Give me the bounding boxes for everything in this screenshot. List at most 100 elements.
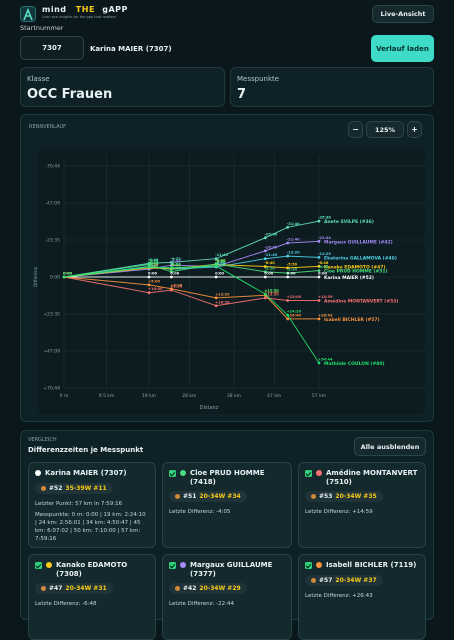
value-label: 0:00 <box>63 272 72 276</box>
value-label: +26:40 <box>287 313 302 317</box>
data-point <box>147 263 151 266</box>
value-label: +24:20 <box>287 310 302 314</box>
data-point <box>286 266 290 270</box>
data-point <box>214 264 218 268</box>
runner-card: Cloe PRUD HOMME (7418) #51 20-34W #34 Letzt… <box>162 462 292 548</box>
field-label: Startnummer <box>20 24 64 32</box>
runner-card: Amédine MONTANVERT (7510) #53 20-34W #35 Le… <box>298 462 426 548</box>
page: mind THE gAPP { "header": {"brand": ["mi… <box>0 0 454 600</box>
card-line: Letzte Differenz: +14:59 <box>305 509 373 515</box>
zoom-in[interactable]: + <box>407 121 422 138</box>
value-label: -6:20 <box>148 262 159 266</box>
data-point <box>169 275 173 279</box>
live-button[interactable]: Live-Ansicht <box>372 5 434 23</box>
checkbox[interactable] <box>305 562 312 569</box>
data-point <box>169 263 173 267</box>
info-card: Messpunkte 7 <box>230 67 434 107</box>
card-name: Karina MAIER (7307) <box>45 469 127 477</box>
x-tick-label: 47 km <box>267 393 281 399</box>
data-point <box>147 291 151 295</box>
overall-rank: #47 <box>49 585 63 592</box>
x-tick-label: 38 km <box>227 393 241 399</box>
logo <box>20 6 36 22</box>
value-label: 0:00 <box>215 272 224 276</box>
color-dot <box>180 562 186 568</box>
checkbox[interactable] <box>169 562 176 569</box>
value-label: 0:00 <box>63 272 72 276</box>
value-label: -5:50 <box>148 262 159 266</box>
brand-word: THE <box>75 5 95 14</box>
medal-icon <box>41 485 46 491</box>
info-card: Klasse OCC Frauen <box>20 67 225 107</box>
card-line: Letzte Differenz: -6:48 <box>35 601 97 607</box>
zoom-out[interactable]: − <box>348 121 363 138</box>
data-point <box>263 275 267 279</box>
y-tick-label: +47:09 <box>43 348 60 354</box>
hide-all-button[interactable]: Alle ausblenden <box>354 437 426 456</box>
checkbox[interactable] <box>305 470 312 477</box>
card-name: Isabell BICHLER (7119) <box>326 561 417 569</box>
data-point <box>214 275 218 279</box>
series-label: Isabell BICHLER (#57) <box>324 317 380 323</box>
value-label: -16:40 <box>264 245 277 249</box>
value-label: 0:00 <box>63 272 72 276</box>
value-label: +26:43 <box>318 313 333 317</box>
runner-card: Kanako EDAMOTO (7308) #47 20-34W #31 Letzte… <box>28 554 156 640</box>
value-label: -5:50 <box>170 262 181 266</box>
card-line: Letzte Differenz: -4:05 <box>169 509 231 515</box>
x-tick-label: 9.5 km <box>99 393 115 399</box>
data-point <box>214 296 218 300</box>
color-dot <box>46 562 52 568</box>
value-label: -11:40 <box>215 253 228 257</box>
data-point <box>263 249 267 253</box>
checkbox[interactable] <box>35 562 42 569</box>
data-point <box>263 257 267 261</box>
value-label: -6:20 <box>215 262 226 266</box>
data-point <box>263 292 267 296</box>
data-point <box>169 270 173 274</box>
info-value: OCC Frauen <box>27 87 113 102</box>
bib-input[interactable]: 7307 <box>20 36 84 60</box>
value-label: +13:20 <box>215 292 230 296</box>
value-label: +7:30 <box>170 283 182 287</box>
overall-rank: #51 <box>183 493 197 500</box>
logo-mark <box>23 7 33 21</box>
data-point <box>286 313 290 317</box>
rank-badge: #53 20-34W #35 <box>305 491 383 502</box>
value-label: 0:00 <box>287 272 296 276</box>
card-name: Amédine MONTANVERT (7510) <box>326 469 418 486</box>
x-tick-label: 19 km <box>142 393 156 399</box>
value-label: 0:00 <box>63 272 72 276</box>
value-label: -13:20 <box>287 251 300 255</box>
data-point <box>62 275 66 279</box>
app: mind THE gAPP Live race insights for the… <box>0 0 454 600</box>
age-group-rank: 20-34W #29 <box>199 585 241 592</box>
series-label: Ekaterina GALLAMOVA (#46) <box>324 255 397 261</box>
runner-card: Karina MAIER (7307) #52 35-39W #11 Letzter … <box>28 462 156 548</box>
y-tick-label: +70:44 <box>43 386 60 392</box>
checkbox[interactable] <box>169 470 176 477</box>
data-point <box>286 299 290 302</box>
value-label: +54:44 <box>318 357 333 361</box>
series-label: Kanako EDAMOTO (#47) <box>324 264 386 270</box>
y-tick-label: -47:09 <box>45 201 60 207</box>
value-label: -31:40 <box>287 222 300 226</box>
data-point <box>317 275 321 279</box>
y-tick-label: +23:35 <box>43 312 60 318</box>
plot-background <box>38 148 425 414</box>
x-tick-label: 28 km <box>182 393 196 399</box>
card-name: Cloe PRUD HOMME (7418) <box>190 469 265 486</box>
series-label: Cloe PRUD HOMME (#51) <box>324 269 388 275</box>
info-label: Klasse <box>27 75 50 83</box>
card-header: Karina MAIER (7307) <box>35 469 149 478</box>
card-line: Letzte Differenz: -22:44 <box>169 601 234 607</box>
data-point <box>317 269 321 272</box>
value-label: -8:00 <box>148 259 159 263</box>
data-point <box>147 275 151 279</box>
value-label: 0:00 <box>63 272 72 276</box>
age-group-rank: 20-34W #37 <box>335 576 377 584</box>
info-label: Messpunkte <box>237 75 280 83</box>
rank-badge: #57 20-34W #37 <box>305 574 383 586</box>
load-button[interactable]: Verlauf laden <box>371 35 434 62</box>
color-dot <box>316 562 322 568</box>
